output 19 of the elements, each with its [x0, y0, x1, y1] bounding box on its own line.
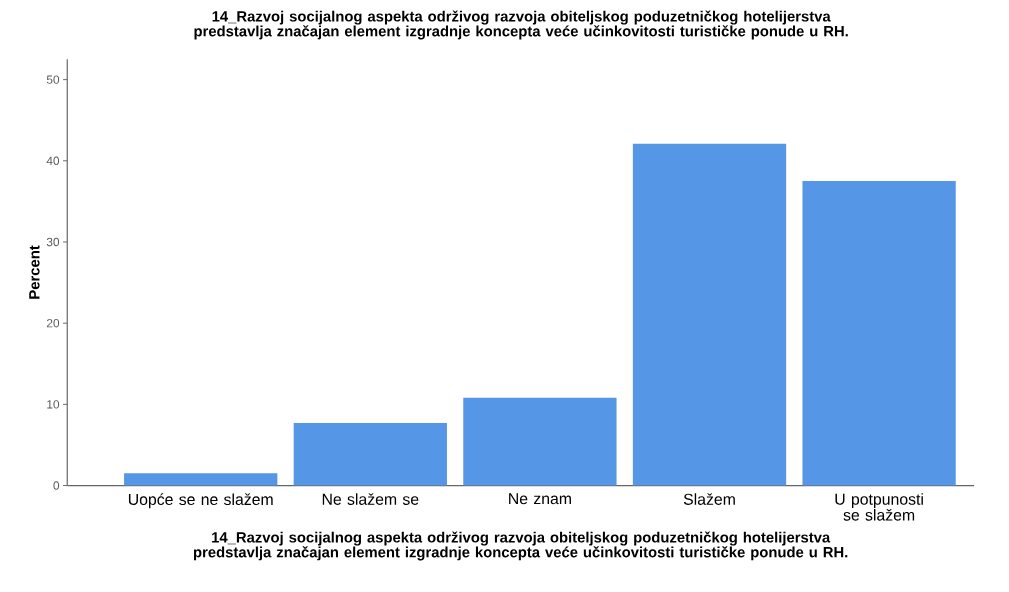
x-tick-label: Slažem [683, 493, 735, 505]
bar [124, 473, 278, 486]
y-axis-title: Percent [29, 245, 40, 299]
y-tick-label: 50 [46, 75, 60, 84]
y-tick-label: 10 [47, 399, 60, 409]
bar [632, 143, 787, 486]
y-tick-label: 40 [46, 156, 60, 165]
bar [802, 180, 956, 486]
bar [293, 422, 447, 486]
y-tick-label: 30 [46, 237, 60, 247]
chart-title: 14_Razvoj socijalnog aspekta održivog razvoja obiteljskog poduzetničkog hotelijerstva predstavlja značajan element izgradnje koncepta veće učinkovitosti turističke ponude u RH. [194, 10, 848, 40]
x-tick-label: Ne znam [509, 493, 571, 505]
x-tick-label: U potpunosti se slažem [835, 493, 923, 521]
x-axis-title: 14_Razvoj socijalnog aspekta održivog razvoja obiteljskog poduzetničkog hotelijerstva predstavlja značajan element izgradnje koncepta veće učinkovitosti turističke ponude u RH. [193, 531, 848, 561]
y-tick-label: 0 [53, 481, 60, 490]
y-tick-label: 20 [46, 318, 60, 328]
x-tick-label: Ne slažem se [322, 493, 419, 505]
bar [463, 397, 617, 486]
x-tick-label: Uopće se ne slažem [128, 493, 273, 508]
